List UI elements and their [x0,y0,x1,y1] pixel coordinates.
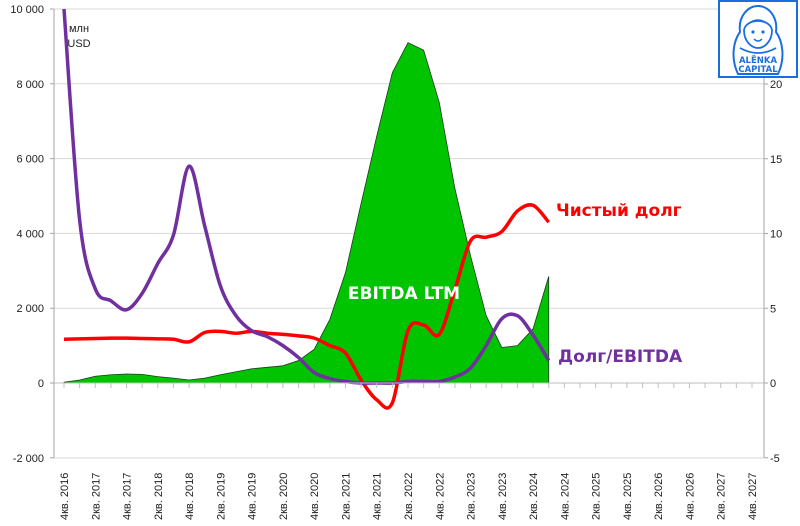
left-axis-ticks: 10 000 8 000 6 000 4 000 2 000 0 -2 000 [10,4,54,465]
left-axis-tick-label: 6 000 [16,154,44,166]
x-axis-label: 4кв. 2017 [122,473,134,520]
x-axis-label: 2кв. 2023 [466,473,478,520]
ebitda-ltm-area [63,42,550,384]
x-axis-label: 4кв. 2027 [747,473,759,520]
x-axis-label: 4кв. 2021 [372,473,384,520]
left-axis-tick-label: 2 000 [16,303,44,315]
unit-label-mln: млн [69,23,89,35]
top-mask [0,0,800,8]
net-debt-label: Чистый долг [556,201,682,221]
x-axis-label: 4кв. 2018 [184,473,196,520]
x-axis-label: 4кв. 2020 [309,473,321,520]
left-axis-tick-label: -2 000 [13,453,44,465]
left-axis-tick-label: 4 000 [16,228,44,240]
x-axis-label: 2кв. 2022 [403,473,415,520]
x-axis-label: 4кв. 2025 [622,473,634,520]
x-axis-label: 4кв. 2023 [497,473,509,520]
right-axis-tick-label: 15 [770,154,782,166]
x-axis-label: 2кв. 2024 [528,473,540,520]
x-axis-label: 2кв. 2027 [716,473,728,520]
unit-label-usd: USD [67,38,90,50]
x-axis-label: 2кв. 2020 [278,473,290,520]
series-lines [0,0,800,410]
right-axis-tick-label: -5 [770,453,780,465]
left-axis-tick-label: 10 000 [10,4,44,16]
x-axis-label: 4кв. 2024 [559,473,571,520]
right-axis-ticks: 20 15 10 5 0 -5 [764,79,782,465]
left-axis-tick-label: 8 000 [16,79,44,91]
right-axis-tick-label: 10 [770,229,782,241]
x-axis-label: 2кв. 2017 [90,473,102,520]
alenka-capital-logo: ALЁNKA CAPITAL [718,0,798,78]
right-axis-tick-label: 5 [770,303,776,315]
x-axis-label: 2кв. 2025 [591,473,603,520]
x-axis-label: 2кв. 2018 [153,473,165,520]
debt-ebitda-line [62,8,551,385]
logo-text-capital: CAPITAL [738,65,778,75]
x-axis-label: 4кв. 2019 [247,473,259,520]
net-debt-line [63,203,551,410]
x-axis-label: 4кв. 2026 [684,473,696,520]
right-axis-tick-label: 0 [770,378,776,390]
x-axis-label: 2кв. 2026 [653,473,665,520]
right-axis-tick-label: 20 [770,79,782,91]
left-axis-tick-label: 0 [38,378,44,390]
x-axis-label: 4кв. 2016 [59,473,71,520]
matryoshka-icon: ALЁNKA CAPITAL [732,4,784,75]
x-axis-label: 4кв. 2022 [434,473,446,520]
x-axis-label: 2кв. 2019 [215,473,227,520]
logo-text-alenka: ALЁNKA [739,55,778,66]
x-axis-labels: 4кв. 2016 2кв. 2017 4кв. 2017 2кв. 2018 4кв.… [59,473,759,520]
debt-ebitda-label: Долг/EBITDA [558,347,683,367]
ebitda-label: EBITDA LTM [348,284,460,304]
x-axis-label: 2кв. 2021 [340,473,352,520]
ebitda-area [63,42,550,384]
